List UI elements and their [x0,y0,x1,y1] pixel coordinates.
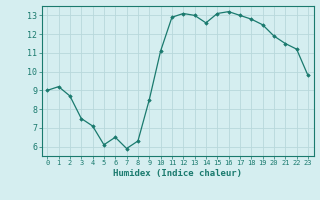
X-axis label: Humidex (Indice chaleur): Humidex (Indice chaleur) [113,169,242,178]
